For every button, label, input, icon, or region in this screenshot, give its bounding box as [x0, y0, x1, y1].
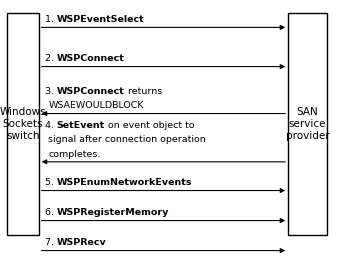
Text: Windows
Sockets
switch: Windows Sockets switch — [0, 107, 46, 141]
Text: WSPEnumNetworkEvents: WSPEnumNetworkEvents — [57, 179, 192, 187]
Text: 4.: 4. — [45, 121, 57, 130]
Text: returns: returns — [125, 87, 162, 96]
Bar — [7, 13, 39, 235]
Text: 1.: 1. — [45, 15, 57, 24]
Bar — [288, 13, 327, 235]
Text: SetEvent: SetEvent — [57, 121, 105, 130]
Text: WSAEWOULDBLOCK: WSAEWOULDBLOCK — [48, 102, 144, 110]
Text: completes.: completes. — [48, 150, 100, 159]
Text: WSPRegisterMemory: WSPRegisterMemory — [57, 209, 169, 217]
Text: 2.: 2. — [45, 55, 57, 63]
Text: 5.: 5. — [45, 179, 57, 187]
Text: 6.: 6. — [45, 209, 57, 217]
Text: SAN
service
provider: SAN service provider — [286, 107, 329, 141]
Text: WSPEventSelect: WSPEventSelect — [57, 15, 145, 24]
Text: 7.: 7. — [45, 239, 57, 247]
Text: on event object to: on event object to — [105, 121, 195, 130]
Text: WSPConnect: WSPConnect — [57, 87, 125, 96]
Text: WSPRecv: WSPRecv — [57, 239, 106, 247]
Text: signal after connection operation: signal after connection operation — [48, 135, 206, 144]
Text: 3.: 3. — [45, 87, 57, 96]
Text: WSPConnect: WSPConnect — [57, 55, 125, 63]
